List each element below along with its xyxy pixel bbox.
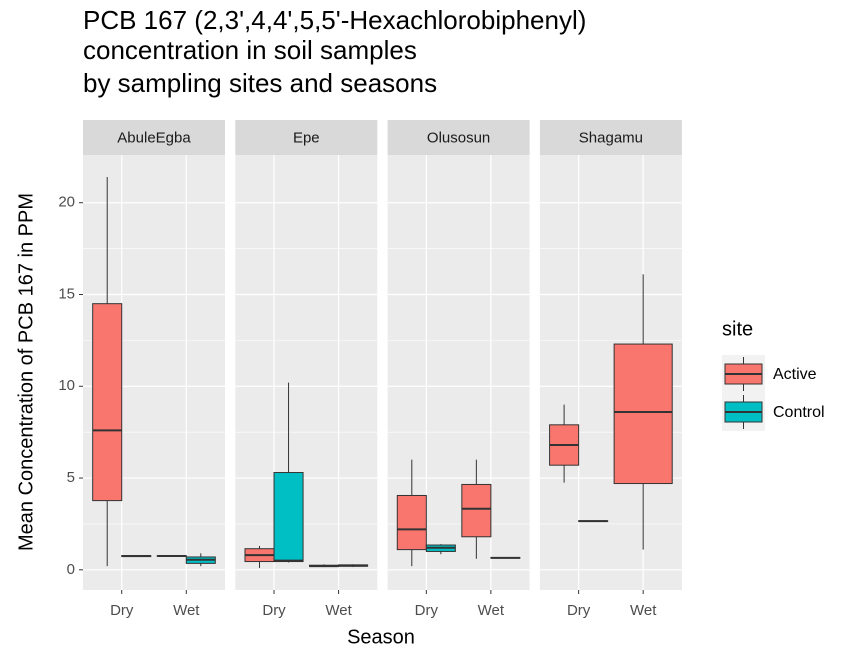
legend-title: site xyxy=(722,318,753,340)
legend-label: Control xyxy=(773,404,825,421)
x-tick-label: Dry xyxy=(415,602,439,619)
chart-title: by sampling sites and seasons xyxy=(83,68,437,98)
box xyxy=(461,483,492,538)
x-tick-label: Dry xyxy=(567,602,591,619)
x-tick-label: Dry xyxy=(110,602,134,619)
chart-title: PCB 167 (2,3',4,4',5,5'-Hexachlorobiphen… xyxy=(83,5,586,35)
box xyxy=(92,303,123,502)
y-tick-label: 0 xyxy=(67,561,75,578)
box xyxy=(396,494,427,551)
strip xyxy=(387,120,530,155)
x-tick-label: Wet xyxy=(478,602,505,619)
strip-label: AbuleEgba xyxy=(117,129,191,146)
y-tick-label: 15 xyxy=(58,285,75,302)
x-tick-label: Wet xyxy=(173,602,200,619)
y-tick-label: 10 xyxy=(58,377,75,394)
x-tick-label: Dry xyxy=(262,602,286,619)
box xyxy=(273,472,304,563)
x-tick-label: Wet xyxy=(325,602,352,619)
strip-label: Epe xyxy=(293,129,320,146)
y-tick-label: 5 xyxy=(67,469,75,486)
y-axis-label: Mean Concentration of PCB 167 in PPM xyxy=(15,193,37,551)
strip xyxy=(539,120,682,155)
strip-label: Shagamu xyxy=(579,129,643,146)
strip xyxy=(235,120,378,155)
panel xyxy=(235,155,378,590)
strip-label: Olusosun xyxy=(427,129,490,146)
box xyxy=(613,343,673,485)
legend-label: Active xyxy=(773,366,817,383)
y-tick-label: 20 xyxy=(58,194,75,211)
x-tick-label: Wet xyxy=(630,602,657,619)
strip xyxy=(83,120,225,155)
x-axis-label: Season xyxy=(347,626,415,648)
chart-title: concentration in soil samples xyxy=(83,35,417,65)
